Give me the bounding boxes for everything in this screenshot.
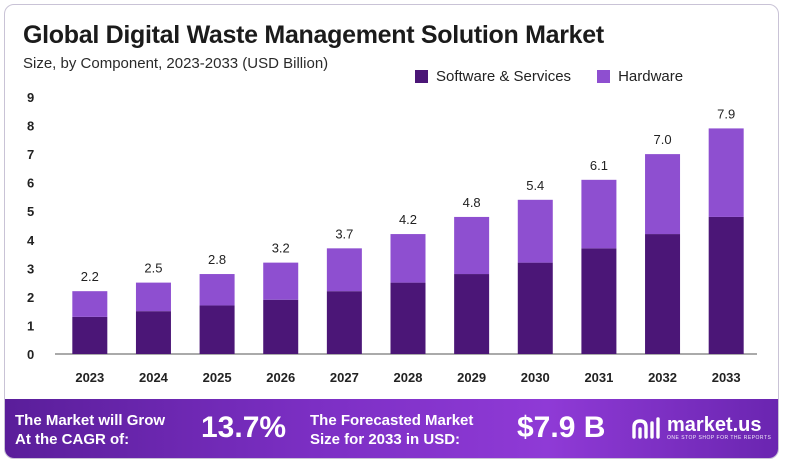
y-tick-label: 8 [27,119,34,134]
bar-segment-hardware [708,128,744,217]
bar-segment-hardware [454,216,490,275]
bar-total-label: 2.8 [208,252,226,267]
bar-segment-software [581,248,617,354]
bar-segment-software [390,282,426,354]
bar-segment-software [72,316,108,354]
bar-segment-hardware [326,248,362,292]
bar-total-label: 6.1 [590,158,608,173]
y-tick-label: 4 [27,233,35,248]
market-us-logo-icon [632,417,660,439]
brand-tagline: ONE STOP SHOP FOR THE REPORTS [667,435,772,441]
forecast-label-line2: Size for 2033 in USD: [310,431,461,448]
bar-segment-software [135,311,171,354]
bar-segment-hardware [645,154,681,235]
chart-legend: Software & Services Hardware [415,68,683,85]
x-tick-label: 2030 [521,370,550,385]
brand-name: market.us [667,414,762,436]
bar-total-label: 2.5 [144,261,162,276]
bar-total-label: 3.7 [335,226,353,241]
cagr-value: 13.7% [201,411,287,444]
footer-banner: The Market will Grow At the CAGR of: 13.… [5,399,778,458]
legend-label-hardware: Hardware [618,68,684,85]
bar-segment-hardware [390,234,426,283]
x-tick-label: 2028 [394,370,423,385]
y-tick-label: 6 [27,176,34,191]
bar-total-label: 3.2 [272,241,290,256]
bar-total-label: 2.2 [81,269,99,284]
y-tick-label: 9 [27,90,34,105]
x-tick-label: 2027 [330,370,359,385]
bar-segment-hardware [199,274,235,306]
forecast-label-line1: The Forecasted Market [310,412,474,429]
x-tick-label: 2029 [457,370,486,385]
bar-segment-hardware [135,282,171,312]
legend-label-software: Software & Services [436,68,572,85]
bar-total-label: 4.2 [399,212,417,227]
x-tick-label: 2025 [203,370,232,385]
bar-segment-software [263,299,299,354]
cagr-label: The Market will Grow At the CAGR of: [15,411,165,449]
bar-total-label: 4.8 [463,195,481,210]
chart-subtitle: Size, by Component, 2023-2033 (USD Billi… [23,55,329,72]
bar-segment-software [199,305,235,354]
bar-segment-software [645,234,681,354]
bar-total-label: 7.9 [717,106,735,121]
legend-item-software: Software & Services [415,68,571,85]
bar-segment-hardware [517,199,553,263]
y-tick-label: 3 [27,261,34,276]
x-tick-label: 2024 [139,370,169,385]
bar-segment-software [708,216,744,354]
bar-segment-software [517,262,553,354]
legend-item-hardware: Hardware [597,68,683,85]
forecast-value: $7.9 B [517,411,606,444]
x-tick-label: 2026 [266,370,295,385]
x-tick-label: 2031 [584,370,613,385]
forecast-label: The Forecasted Market Size for 2033 in U… [310,411,473,449]
y-tick-label: 7 [27,147,34,162]
y-tick-label: 1 [27,318,34,333]
bar-segment-hardware [581,179,617,249]
legend-swatch-software [415,70,428,83]
cagr-label-line1: The Market will Grow [15,412,166,429]
y-tick-label: 0 [27,347,34,362]
brand-logo: market.us ONE STOP SHOP FOR THE REPORTS [631,415,771,441]
bar-chart: 0 1 2 3 4 5 6 7 8 9 2.2 2023 2.5 2024 2.8 2025 3.2 2026 3.… [27,90,757,385]
bar-segment-software [454,274,490,354]
bar-segment-hardware [263,262,299,300]
chart-frame: Global Digital Waste Management Solution… [4,4,779,459]
bar-segment-hardware [72,291,108,317]
chart-title: Global Digital Waste Management Solution… [23,21,604,49]
x-tick-label: 2033 [712,370,741,385]
x-tick-label: 2032 [648,370,677,385]
bar-total-label: 5.4 [526,178,544,193]
y-tick-label: 2 [27,290,34,305]
x-tick-label: 2023 [75,370,104,385]
y-tick-label: 5 [27,204,34,219]
legend-swatch-hardware [597,70,611,83]
bar-total-label: 7.0 [654,132,672,147]
cagr-label-line2: At the CAGR of: [15,431,130,448]
bar-segment-software [326,291,362,354]
